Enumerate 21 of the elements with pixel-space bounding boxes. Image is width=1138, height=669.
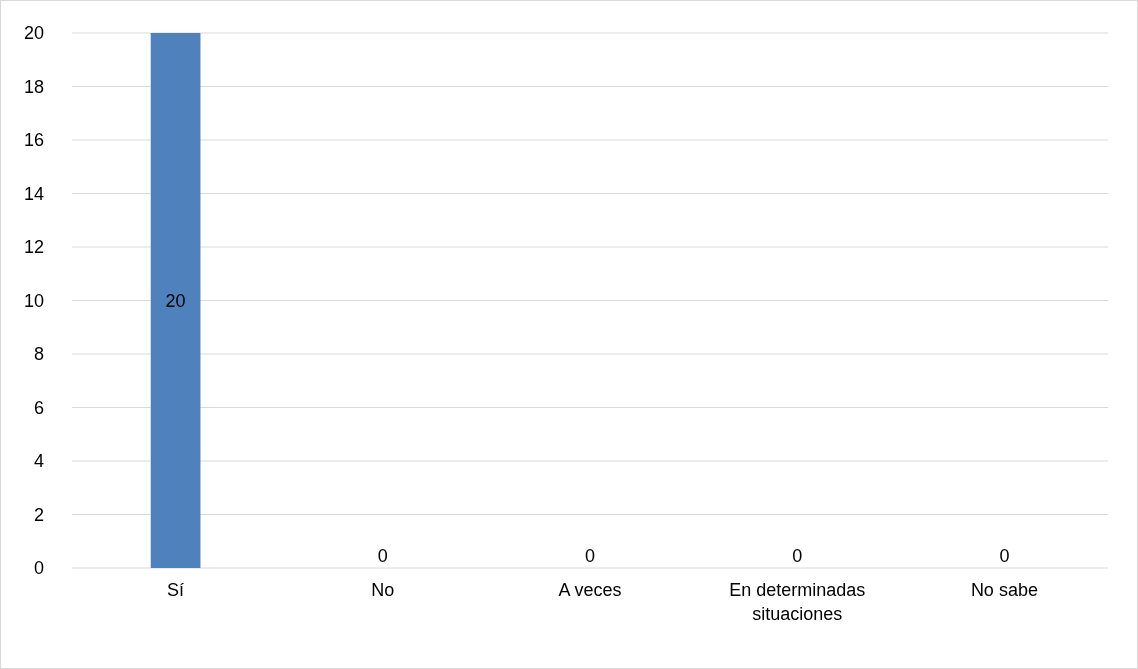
y-tick-label: 10 bbox=[23, 290, 44, 311]
x-tick-label: A veces bbox=[558, 580, 622, 600]
y-tick-label: 4 bbox=[33, 451, 44, 471]
y-tick-label: 2 bbox=[33, 504, 44, 525]
y-tick-label: 0 bbox=[33, 558, 44, 578]
y-tick-label: 18 bbox=[23, 76, 44, 97]
data-label: 0 bbox=[377, 546, 388, 566]
data-label: 0 bbox=[792, 546, 803, 566]
data-label: 20 bbox=[165, 290, 186, 311]
x-tick-label: No sabe bbox=[970, 580, 1038, 600]
x-tick-label: No bbox=[371, 580, 395, 600]
x-tick-label: En determinadas situaciones bbox=[729, 580, 866, 624]
y-tick-label: 14 bbox=[23, 183, 44, 204]
y-tick-label: 8 bbox=[33, 344, 44, 364]
y-tick-label: 6 bbox=[33, 397, 44, 418]
y-tick-label: 20 bbox=[23, 23, 44, 43]
y-tick-label: 16 bbox=[23, 130, 44, 150]
y-tick-label: 12 bbox=[23, 237, 44, 257]
data-label: 0 bbox=[584, 546, 596, 566]
data-label: 0 bbox=[999, 546, 1010, 566]
x-tick-label: Sí bbox=[167, 580, 185, 600]
